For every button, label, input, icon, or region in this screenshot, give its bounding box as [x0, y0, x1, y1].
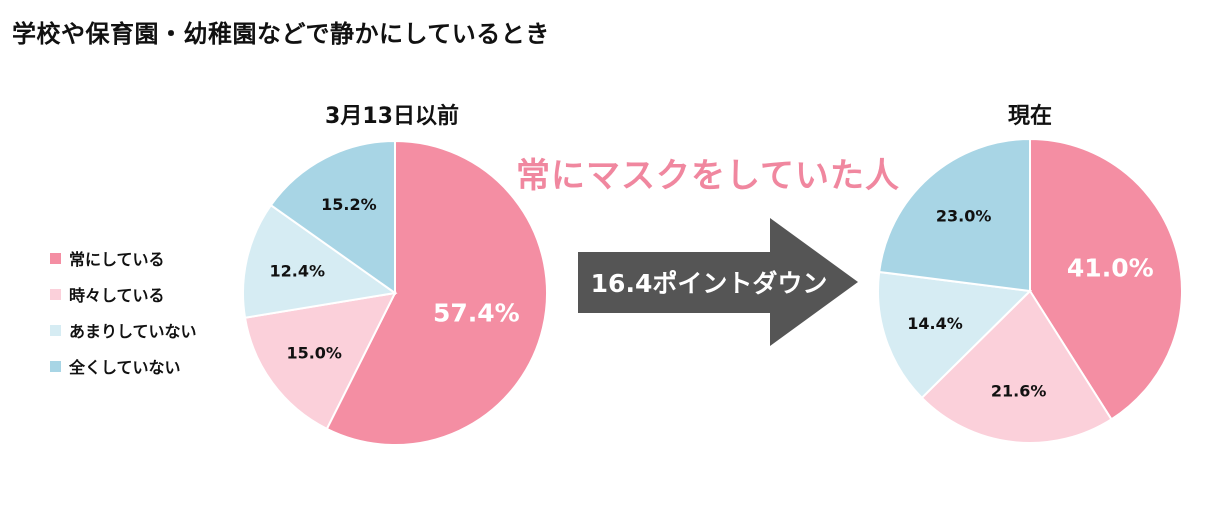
pie-before: 57.4% 15.0% 12.4% 15.2% — [242, 139, 548, 446]
page-title: 学校や保育園・幼稚園などで静かにしているとき — [12, 20, 550, 48]
pie-slice — [243, 291, 397, 431]
pie-slice — [269, 139, 396, 295]
legend-item: 常にしている — [50, 240, 197, 276]
pie-before-title: 3月13日以前 — [325, 104, 459, 129]
legend-item: 時々している — [50, 276, 197, 312]
legend-swatch — [50, 360, 61, 372]
pie-current: 41.0% 21.6% 14.4% 23.0% — [877, 137, 1183, 444]
legend-swatch — [50, 288, 61, 300]
legend-label: 全くしていない — [69, 358, 181, 377]
legend-label: 時々している — [69, 286, 165, 305]
slice-label: 41.0% — [1067, 254, 1154, 283]
slice-label: 57.4% — [433, 298, 520, 327]
slice-label: 23.0% — [936, 207, 992, 226]
legend-item: 全くしていない — [50, 348, 197, 384]
slice-label: 12.4% — [269, 262, 325, 281]
slice-label: 14.4% — [907, 314, 963, 333]
headline-text: 常にマスクをしていた人 — [516, 156, 900, 196]
legend-swatch — [50, 252, 61, 264]
pie-slice — [325, 139, 548, 446]
legend: 常にしている 時々している あまりしていない 全くしていない — [50, 240, 197, 384]
arrow-label: 16.4ポイントダウン — [591, 269, 828, 298]
slice-label: 15.2% — [321, 195, 377, 214]
pie-slice — [242, 203, 398, 319]
pie-slice — [877, 270, 1033, 400]
slice-label: 21.6% — [991, 382, 1047, 401]
down-arrow: 16.4ポイントダウン — [578, 218, 858, 346]
pie-slice — [920, 289, 1113, 444]
pie-slice — [878, 137, 1031, 293]
slice-label: 15.0% — [286, 343, 342, 362]
arrow-shape — [578, 218, 858, 346]
legend-swatch — [50, 324, 61, 336]
legend-label: 常にしている — [69, 250, 165, 269]
legend-item: あまりしていない — [50, 312, 197, 348]
legend-label: あまりしていない — [69, 322, 197, 341]
pie-current-title: 現在 — [1007, 104, 1052, 129]
